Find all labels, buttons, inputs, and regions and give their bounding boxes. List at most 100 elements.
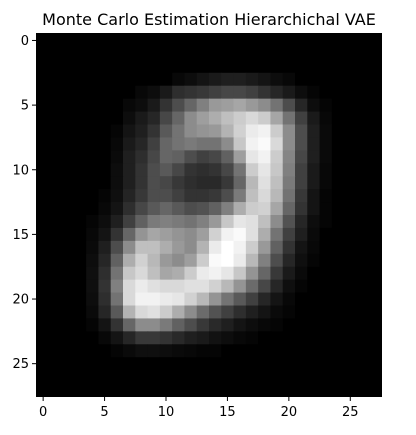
- heatmap-cell: [233, 189, 247, 203]
- heatmap-cell: [307, 331, 321, 345]
- heatmap-cell: [282, 137, 296, 151]
- heatmap-cell: [184, 124, 198, 139]
- heatmap-cell: [282, 72, 296, 87]
- heatmap-cell: [123, 318, 136, 332]
- heatmap-cell: [196, 292, 210, 307]
- heatmap-cell: [61, 331, 75, 345]
- heatmap-cell: [270, 85, 284, 100]
- heatmap-cell: [123, 150, 136, 164]
- heatmap-cell: [319, 279, 333, 294]
- heatmap-cell: [135, 318, 149, 332]
- heatmap-cell: [123, 357, 136, 371]
- heatmap-cell: [319, 266, 333, 281]
- heatmap-cell: [196, 150, 210, 164]
- heatmap-cell: [86, 46, 100, 61]
- heatmap-cell: [344, 292, 358, 307]
- heatmap-cell: [98, 370, 112, 384]
- heatmap-cell: [356, 98, 370, 113]
- heatmap-cell: [159, 150, 173, 164]
- heatmap-cell: [233, 215, 247, 229]
- heatmap-cell: [196, 215, 210, 229]
- heatmap-cell: [61, 253, 75, 268]
- heatmap-cell: [245, 344, 259, 358]
- heatmap-cell: [368, 189, 382, 203]
- heatmap-cell: [258, 240, 272, 255]
- heatmap-cell: [258, 189, 272, 203]
- heatmap-cell: [344, 111, 358, 126]
- heatmap-cell: [73, 253, 87, 268]
- heatmap-cell: [98, 98, 112, 113]
- heatmap-cell: [209, 292, 222, 307]
- heatmap-cell: [110, 59, 124, 74]
- heatmap-cell: [110, 111, 124, 126]
- heatmap-cell: [209, 98, 222, 113]
- heatmap-cell: [209, 370, 222, 384]
- heatmap-cell: [110, 344, 124, 358]
- heatmap-cell: [147, 279, 161, 294]
- heatmap-cell: [258, 137, 272, 151]
- heatmap-cell: [258, 266, 272, 281]
- heatmap-cell: [221, 292, 235, 307]
- heatmap-cell: [356, 124, 370, 139]
- heatmap-cell: [61, 124, 75, 139]
- heatmap-cell: [258, 124, 272, 139]
- heatmap-cell: [184, 176, 198, 190]
- heatmap-cell: [159, 344, 173, 358]
- heatmap-cell: [37, 292, 50, 307]
- heatmap-cell: [270, 292, 284, 307]
- heatmap-cell: [159, 72, 173, 87]
- heatmap-cell: [98, 189, 112, 203]
- heatmap-cell: [110, 279, 124, 294]
- heatmap-cell: [295, 215, 308, 229]
- heatmap-cell: [184, 46, 198, 61]
- heatmap-cell: [307, 266, 321, 281]
- heatmap-cell: [172, 318, 186, 332]
- heatmap-cell: [307, 111, 321, 126]
- heatmap-cell: [110, 150, 124, 164]
- heatmap-cell: [282, 189, 296, 203]
- heatmap-cell: [307, 344, 321, 358]
- heatmap-cell: [245, 202, 259, 216]
- heatmap-cell: [86, 344, 100, 358]
- heatmap-cell: [123, 227, 136, 242]
- heatmap-cell: [270, 59, 284, 74]
- heatmap-cell: [282, 46, 296, 61]
- heatmap-cell: [221, 46, 235, 61]
- heatmap-cell: [233, 72, 247, 87]
- heatmap-cell: [159, 227, 173, 242]
- heatmap-cell: [258, 344, 272, 358]
- heatmap-cell: [245, 215, 259, 229]
- heatmap-cell: [356, 370, 370, 384]
- heatmap-cell: [307, 150, 321, 164]
- heatmap-cell: [233, 357, 247, 371]
- heatmap-cell: [135, 305, 149, 320]
- heatmap-cell: [159, 318, 173, 332]
- heatmap-cell: [209, 344, 222, 358]
- heatmap-cell: [245, 279, 259, 294]
- heatmap-cell: [368, 305, 382, 320]
- heatmap-cell: [73, 279, 87, 294]
- heatmap-cell: [123, 383, 136, 397]
- heatmap-cell: [233, 111, 247, 126]
- heatmap-cell: [258, 176, 272, 190]
- heatmap-cell: [147, 85, 161, 100]
- heatmap-cell: [172, 279, 186, 294]
- heatmap-cell: [61, 202, 75, 216]
- heatmap-cell: [344, 189, 358, 203]
- heatmap-cell: [344, 163, 358, 177]
- heatmap-cell: [110, 240, 124, 255]
- heatmap-cell: [307, 46, 321, 61]
- heatmap-cell: [295, 176, 308, 190]
- heatmap-cell: [61, 111, 75, 126]
- heatmap-cell: [196, 266, 210, 281]
- heatmap-cell: [209, 137, 222, 151]
- heatmap-cell: [282, 357, 296, 371]
- heatmap-cell: [258, 163, 272, 177]
- heatmap-cell: [319, 72, 333, 87]
- heatmap-cell: [245, 72, 259, 87]
- heatmap-cell: [245, 98, 259, 113]
- heatmap-cell: [159, 85, 173, 100]
- heatmap-cell: [258, 72, 272, 87]
- heatmap-cell: [258, 98, 272, 113]
- heatmap-cell: [135, 331, 149, 345]
